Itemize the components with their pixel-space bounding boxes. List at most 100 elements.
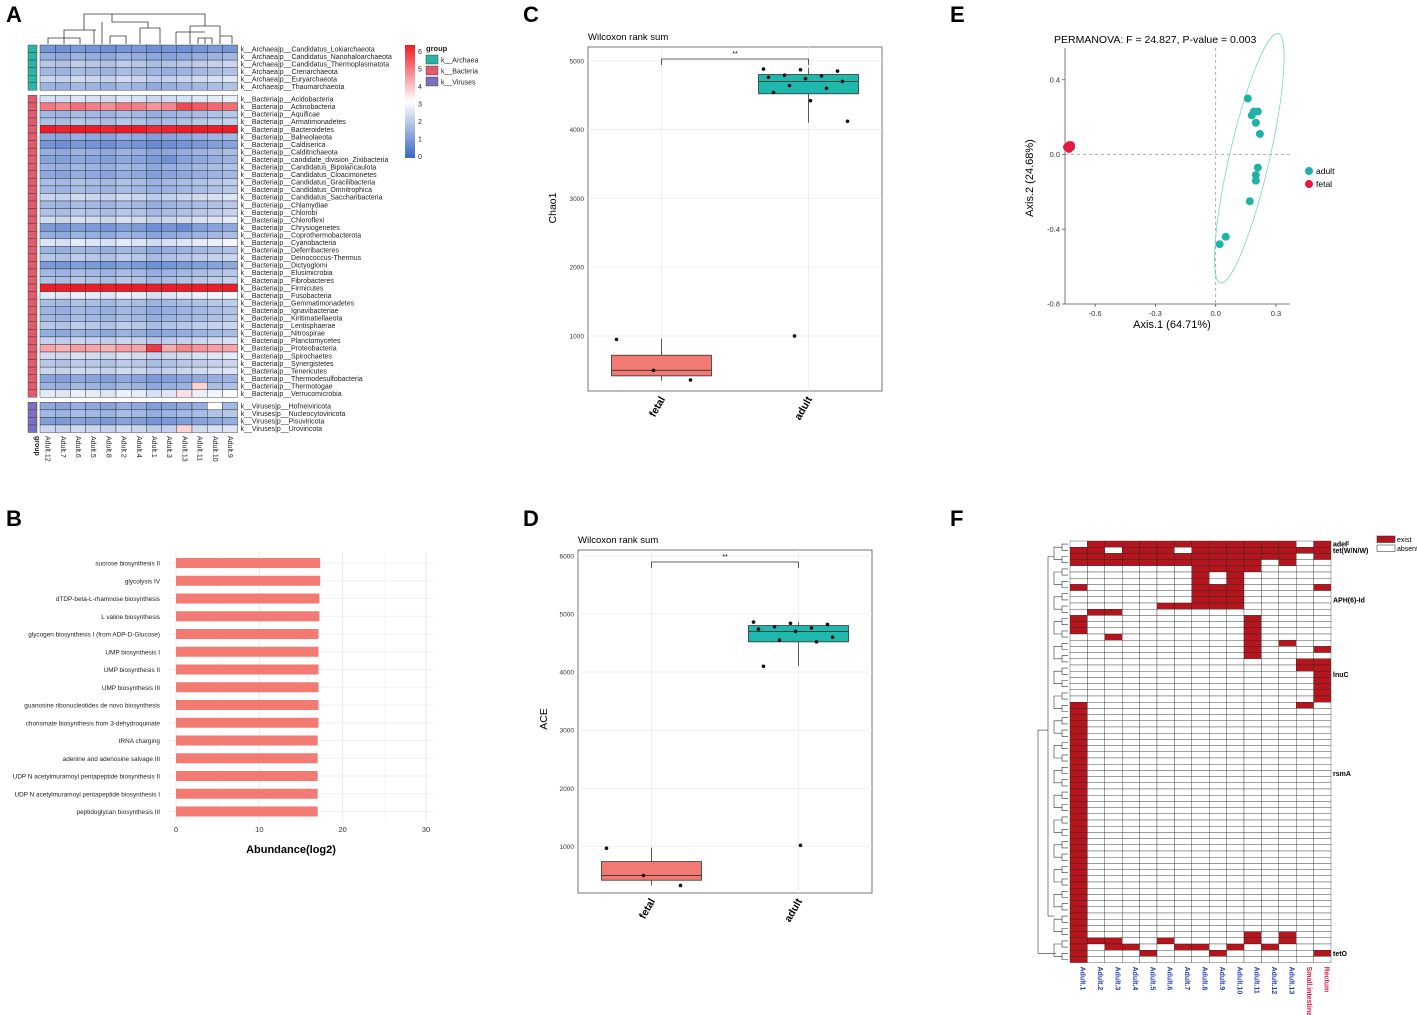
presence-cell: [1261, 695, 1279, 703]
presence-cell: [1209, 764, 1227, 771]
heatmap-cell: [85, 185, 101, 194]
heatmap-cell: [85, 291, 101, 300]
presence-cell: [1313, 937, 1332, 945]
data-point: [782, 73, 787, 78]
row-label: k__Bacteria|p__Actinobacteria: [241, 104, 336, 111]
presence-cell: [1209, 919, 1227, 926]
heatmap-cell: [85, 389, 101, 398]
presence-cell: [1278, 931, 1297, 938]
presence-cell: [1156, 664, 1175, 672]
row-label: k__Bacteria|p__Ignavibacteriae: [241, 308, 339, 315]
presence-cell: [1191, 888, 1210, 895]
heatmap-cell: [85, 140, 101, 149]
presence-cell: [1174, 658, 1192, 666]
heatmap-cell: [39, 344, 56, 353]
presence-cell: [1243, 671, 1262, 678]
box: [601, 861, 702, 881]
presence-cell: [1209, 726, 1227, 734]
presence-cell: [1313, 720, 1332, 728]
presence-cell: [1243, 943, 1262, 951]
presence-cell: [1313, 912, 1332, 920]
presence-cell: [1243, 720, 1262, 728]
row-label: k__Bacteria|p__Chrysiogenetes: [241, 225, 341, 232]
presence-cell: [1209, 615, 1227, 622]
scale-tick: 3: [418, 102, 422, 109]
presence-cell: [1104, 801, 1123, 808]
presence-cell: [1139, 943, 1158, 951]
heatmap-cell: [206, 389, 223, 398]
presence-cell: [1191, 540, 1210, 548]
presence-cell: [1122, 708, 1140, 715]
heatmap-cell: [85, 246, 101, 255]
presence-cell: [1156, 751, 1175, 759]
presence-cell: [1104, 640, 1123, 647]
heatmap-cell: [176, 102, 193, 111]
presence-cell: [1191, 615, 1210, 622]
presence-cell: [1122, 739, 1140, 746]
presence-cell: [1069, 801, 1088, 808]
presence-cell: [1313, 553, 1332, 560]
presence-cell: [1209, 863, 1227, 870]
presence-cell: [1069, 745, 1088, 752]
presence-cell: [1191, 844, 1210, 852]
presence-cell: [1191, 751, 1210, 759]
presence-cell: [1261, 850, 1279, 858]
presence-cell: [1156, 943, 1175, 951]
heatmap-cell: [176, 424, 193, 433]
presence-cell: [1261, 565, 1279, 573]
presence-cell: [1209, 956, 1227, 963]
presence-cell: [1087, 602, 1105, 610]
presence-cell: [1191, 671, 1210, 678]
group-cell: [27, 74, 38, 83]
heatmap-cell: [100, 208, 117, 217]
heatmap-cell: [85, 424, 101, 433]
presence-cell: [1087, 565, 1105, 573]
presence-cell: [1209, 931, 1227, 938]
presence-cell: [1122, 832, 1140, 839]
presence-cell: [1122, 553, 1140, 560]
heatmap-cell: [115, 253, 132, 262]
presence-cell: [1261, 776, 1279, 783]
presence-cell: [1243, 850, 1262, 858]
heatmap-cell: [130, 402, 147, 411]
x-tick-label: 10: [255, 825, 263, 834]
presence-cell: [1122, 652, 1140, 659]
presence-cell: [1174, 745, 1192, 752]
presence-cell: [1313, 832, 1332, 839]
presence-cell: [1261, 795, 1279, 802]
heatmap-cell: [115, 102, 132, 111]
presence-cell: [1087, 745, 1105, 752]
row-label: k__Bacteria|p__Bacteroidetes: [241, 127, 335, 134]
presence-cell: [1261, 863, 1279, 870]
row-dendrogram: [1037, 543, 1068, 960]
heatmap-cell: [70, 132, 86, 141]
presence-cell: [1122, 726, 1140, 734]
heatmap-cell: [130, 314, 147, 323]
heatmap-cell: [115, 389, 132, 398]
row-label: k__Bacteria|p__Chlorobi: [241, 210, 318, 217]
heatmap-cell: [70, 59, 86, 68]
presence-cell: [1156, 615, 1175, 622]
heatmap-cell: [39, 238, 56, 247]
bar: [176, 806, 318, 817]
presence-cell: [1296, 807, 1314, 814]
presence-cell: [1226, 695, 1245, 703]
y-tick-label: 4000: [570, 127, 585, 134]
presence-cell: [1313, 863, 1332, 870]
data-point: [814, 640, 819, 644]
row-label: k__Archaea|p__Thaumarchaeota: [241, 84, 345, 91]
heatmap-cell: [146, 110, 162, 119]
presence-cell: [1069, 553, 1088, 560]
heatmap-cell: [39, 283, 56, 292]
presence-cell: [1156, 838, 1175, 845]
heatmap-cell: [191, 351, 208, 360]
presence-cell: [1191, 633, 1210, 641]
presence-cell: [1296, 652, 1314, 659]
heatmap-cell: [206, 147, 223, 156]
presence-cell: [1139, 584, 1158, 591]
heatmap-cell: [39, 52, 56, 61]
heatmap-cell: [70, 230, 86, 239]
presence-cell: [1122, 894, 1140, 901]
heatmap-cell: [55, 359, 71, 368]
presence-cell: [1191, 683, 1210, 690]
